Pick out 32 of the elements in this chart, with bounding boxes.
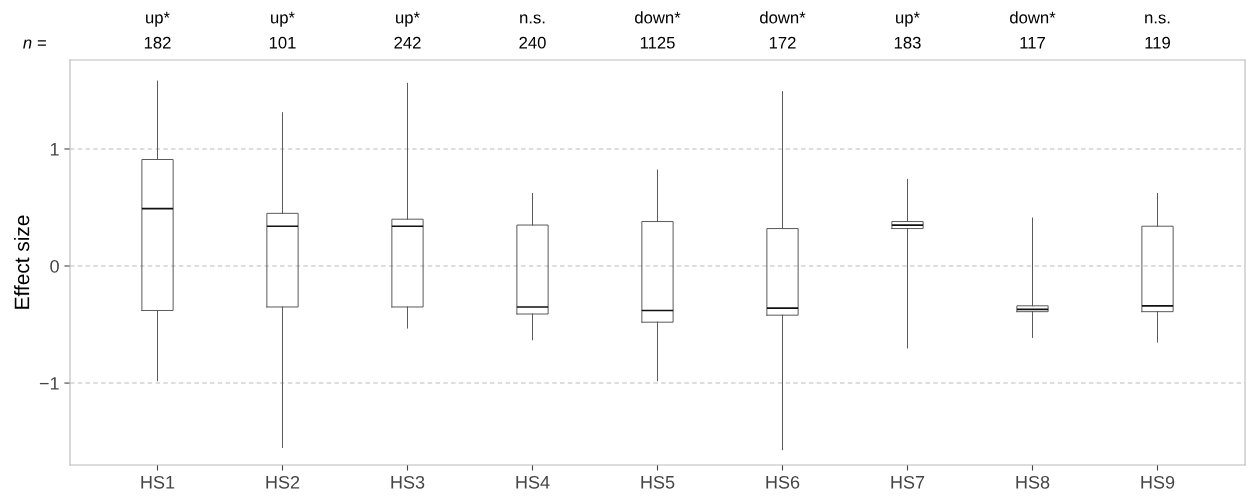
- text: 172: [769, 36, 796, 49]
- text: down*: [635, 11, 681, 24]
- text: 182: [144, 36, 171, 49]
- text: up*: [396, 11, 420, 27]
- y-tick-label: −1: [39, 377, 59, 390]
- x-tick-label: HS6: [766, 475, 800, 489]
- text: up*: [146, 11, 170, 27]
- y-axis-title: Effect size: [14, 215, 30, 309]
- text: down*: [760, 11, 806, 24]
- y-tick-label: 1: [50, 143, 59, 156]
- text: n =: [23, 39, 46, 49]
- text: n.s.: [1145, 14, 1170, 24]
- text: 183: [894, 36, 921, 49]
- text: 101: [269, 36, 296, 49]
- x-tick-label: HS9: [1141, 475, 1175, 489]
- y-tick-label: 0: [50, 259, 59, 273]
- text: 240: [519, 36, 546, 49]
- text: up*: [896, 11, 920, 27]
- x-tick-label: HS4: [516, 475, 550, 489]
- x-tick-label: HS8: [1016, 475, 1050, 489]
- x-tick-label: HS5: [641, 475, 675, 489]
- x-tick-label: HS3: [391, 475, 425, 489]
- text: 1125: [640, 36, 675, 49]
- x-tick-label: HS1: [141, 475, 175, 489]
- text: down*: [1010, 11, 1056, 24]
- text: 242: [394, 36, 421, 49]
- text: up*: [271, 11, 295, 27]
- text: 117: [1020, 36, 1045, 49]
- text: n.s.: [520, 14, 545, 24]
- x-tick-label: HS7: [891, 475, 925, 489]
- text: 119: [1145, 36, 1170, 49]
- x-tick-label: HS2: [266, 475, 300, 489]
